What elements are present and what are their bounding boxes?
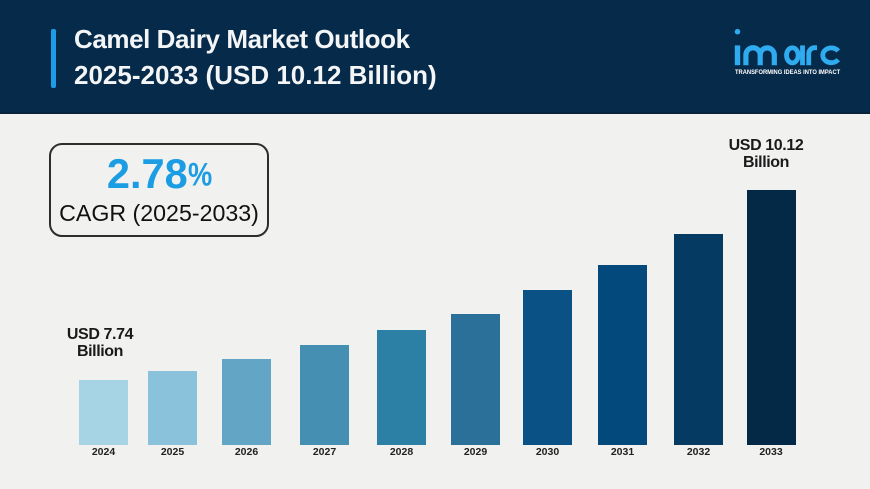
svg-text:TRANSFORMING IDEAS INTO IMPACT: TRANSFORMING IDEAS INTO IMPACT — [735, 69, 840, 76]
